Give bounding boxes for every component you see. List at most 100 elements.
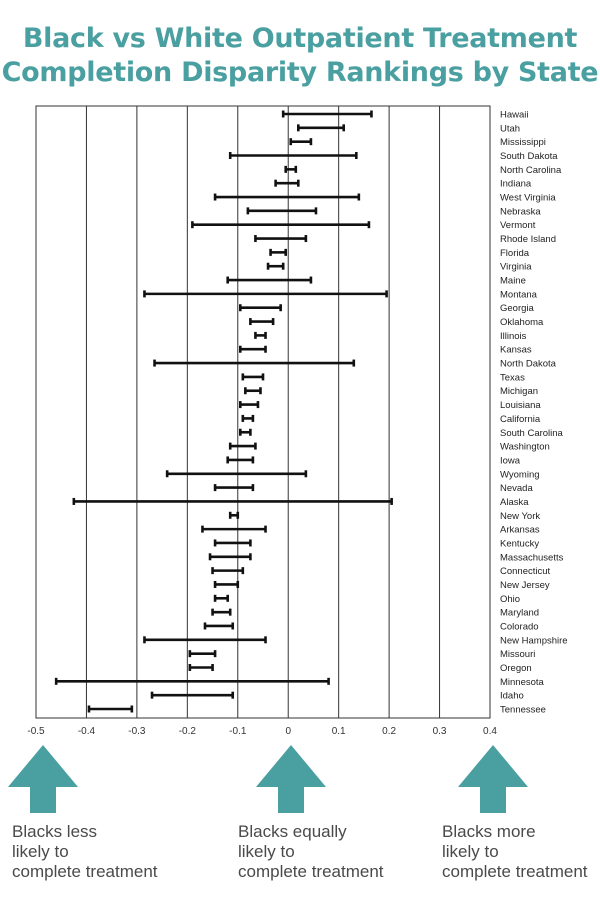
- state-label: Oregon: [500, 663, 532, 674]
- caption-line: likely to: [238, 842, 295, 861]
- x-tick-label: -0.4: [78, 726, 96, 737]
- x-tick-label: -0.5: [27, 726, 45, 737]
- interval-bar: [226, 276, 313, 284]
- interval-bar: [228, 152, 358, 160]
- left-arrow-icon: [8, 745, 78, 813]
- interval-bar: [246, 207, 318, 215]
- state-label: Washington: [500, 442, 550, 453]
- state-label: New Hampshire: [500, 635, 568, 646]
- x-tick-label: 0.1: [332, 726, 346, 737]
- chart-title: Black vs White Outpatient Treatment Comp…: [0, 22, 600, 90]
- state-label: South Dakota: [500, 151, 558, 162]
- state-label: Kentucky: [500, 538, 539, 549]
- state-label: New York: [500, 511, 540, 522]
- interval-bar: [188, 663, 214, 671]
- state-label: Vermont: [500, 220, 536, 231]
- x-tick-label: -0.2: [179, 726, 197, 737]
- interval-bar: [153, 359, 356, 367]
- x-tick-label: -0.1: [229, 726, 247, 737]
- caption-line: complete treatment: [442, 862, 588, 881]
- interval-bar: [289, 138, 313, 146]
- state-label: Kansas: [500, 345, 532, 356]
- caption-less-likely: Blacks less likely to complete treatment: [12, 822, 158, 882]
- x-tick-label: 0: [285, 726, 291, 737]
- state-label: Rhode Island: [500, 234, 556, 245]
- state-label: Utah: [500, 123, 520, 134]
- caption-line: Blacks equally: [238, 822, 347, 841]
- interval-bar: [226, 456, 255, 464]
- interval-bar: [213, 484, 255, 492]
- state-label: Michigan: [500, 386, 538, 397]
- interval-bar: [208, 553, 252, 561]
- interval-bar: [244, 387, 262, 395]
- x-tick-labels: -0.5 -0.4 -0.3 -0.2 -0.1 0 0.1 0.2 0.3 0.4: [27, 726, 497, 737]
- state-label: Nevada: [500, 483, 533, 494]
- state-label: Connecticut: [500, 566, 551, 577]
- state-label: Montana: [500, 289, 538, 300]
- state-label: North Dakota: [500, 359, 557, 370]
- state-label: Colorado: [500, 621, 539, 632]
- interval-bar: [239, 401, 260, 409]
- interval-bar: [188, 650, 217, 658]
- interval-bar: [213, 539, 252, 547]
- state-label: Maine: [500, 276, 526, 287]
- interval-bar: [213, 193, 361, 201]
- interval-bar: [165, 470, 308, 478]
- state-labels: Hawaii Utah Mississippi South Dakota North C…: [500, 110, 568, 716]
- caption-line: Blacks less: [12, 822, 98, 841]
- plot-frame: [35, 105, 491, 719]
- state-label: Virginia: [500, 262, 532, 273]
- interval-bar: [241, 414, 255, 422]
- interval-bar: [203, 622, 235, 630]
- state-label: Louisiana: [500, 400, 541, 411]
- interval-bar: [228, 511, 240, 519]
- interval-bar: [54, 677, 330, 685]
- interval-bar: [274, 179, 300, 187]
- interval-bar: [266, 262, 285, 270]
- interval-bar: [239, 345, 267, 353]
- interval-bar: [254, 331, 267, 339]
- caption-line: complete treatment: [12, 862, 158, 881]
- right-arrow-icon: [458, 745, 528, 813]
- interval-bar: [211, 567, 245, 575]
- state-label: Texas: [500, 372, 525, 383]
- state-label: Minnesota: [500, 677, 545, 688]
- caption-line: likely to: [12, 842, 69, 861]
- interval-bar: [211, 608, 232, 616]
- state-label: West Virginia: [500, 193, 556, 204]
- state-label: Ohio: [500, 594, 520, 605]
- chart-title-line2: Completion Disparity Rankings by State: [1, 57, 599, 88]
- interval-bar: [213, 580, 240, 588]
- interval-bar: [150, 691, 235, 699]
- caption-line: Blacks more: [442, 822, 536, 841]
- state-label: Iowa: [500, 455, 521, 466]
- interval-bar: [269, 248, 288, 256]
- state-label: Massachusetts: [500, 552, 564, 563]
- center-arrow-icon: [256, 745, 326, 813]
- gridlines: [35, 106, 491, 718]
- x-tick-label: 0.4: [483, 726, 497, 737]
- interval-bar: [249, 318, 275, 326]
- state-label: Tennessee: [500, 705, 546, 716]
- interval-bar: [297, 124, 346, 132]
- interval-chart: Hawaii Utah Mississippi South Dakota North C…: [27, 105, 568, 737]
- state-label: Maryland: [500, 608, 539, 619]
- state-label: Missouri: [500, 649, 535, 660]
- state-label: Wyoming: [500, 469, 540, 480]
- state-label: Indiana: [500, 179, 532, 190]
- interval-bar: [254, 235, 308, 243]
- caption-line: complete treatment: [238, 862, 384, 881]
- interval-bar: [213, 594, 229, 602]
- state-label: North Carolina: [500, 165, 562, 176]
- state-label: Illinois: [500, 331, 527, 342]
- interval-bar: [143, 290, 388, 298]
- state-label: Idaho: [500, 691, 524, 702]
- interval-bar: [241, 373, 265, 381]
- interval-bar: [281, 110, 373, 118]
- state-label: California: [500, 414, 541, 425]
- interval-bar: [239, 428, 252, 436]
- state-label: Georgia: [500, 303, 535, 314]
- state-label: Nebraska: [500, 206, 541, 217]
- state-label: Alaska: [500, 497, 529, 508]
- interval-bar: [228, 442, 257, 450]
